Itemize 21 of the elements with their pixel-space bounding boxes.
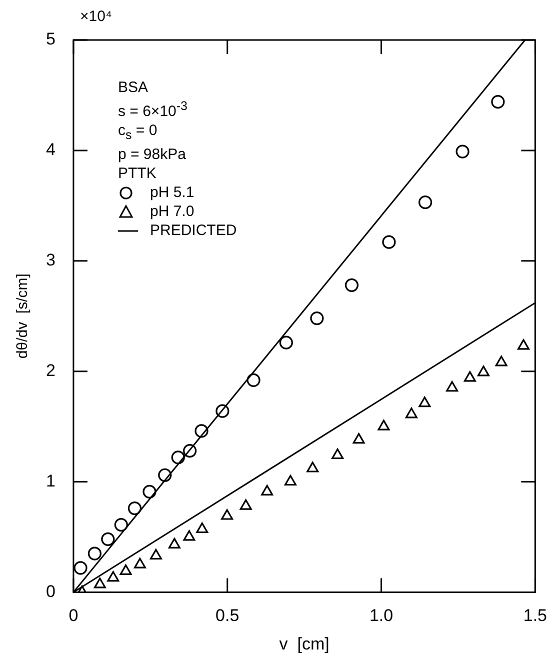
x-tick-label: 0.5	[216, 606, 240, 626]
x-tick-label: 0	[68, 606, 78, 626]
legend-label: pH 7.0	[150, 202, 194, 221]
annotation: c$_{s}$ = 0	[118, 121, 158, 144]
annotation: s = 6×10$^{-3}$	[118, 98, 189, 121]
x-axis-title: v [cm]	[279, 634, 330, 654]
legend-label: PREDICTED	[150, 221, 237, 240]
y-tick-label: 1	[46, 471, 56, 490]
y-tick-label: 3	[46, 250, 56, 270]
y-tick-label: 2	[46, 361, 56, 380]
x-tick-label: 1.0	[369, 606, 394, 626]
y-tick-label: 5	[46, 30, 56, 49]
y-tick-label: 0	[46, 582, 56, 601]
y-tick-label: 4	[46, 140, 56, 160]
legend-label: pH 5.1	[150, 183, 194, 202]
annotation: p = 98kPa	[118, 145, 187, 164]
x-tick-label: 1.5	[523, 606, 548, 626]
annotation: PTTK	[118, 164, 158, 183]
annotation: BSA	[118, 78, 150, 97]
text: ×10⁴	[80, 8, 112, 25]
y-axis-title: dθ/dv [s/cm]	[14, 274, 32, 359]
